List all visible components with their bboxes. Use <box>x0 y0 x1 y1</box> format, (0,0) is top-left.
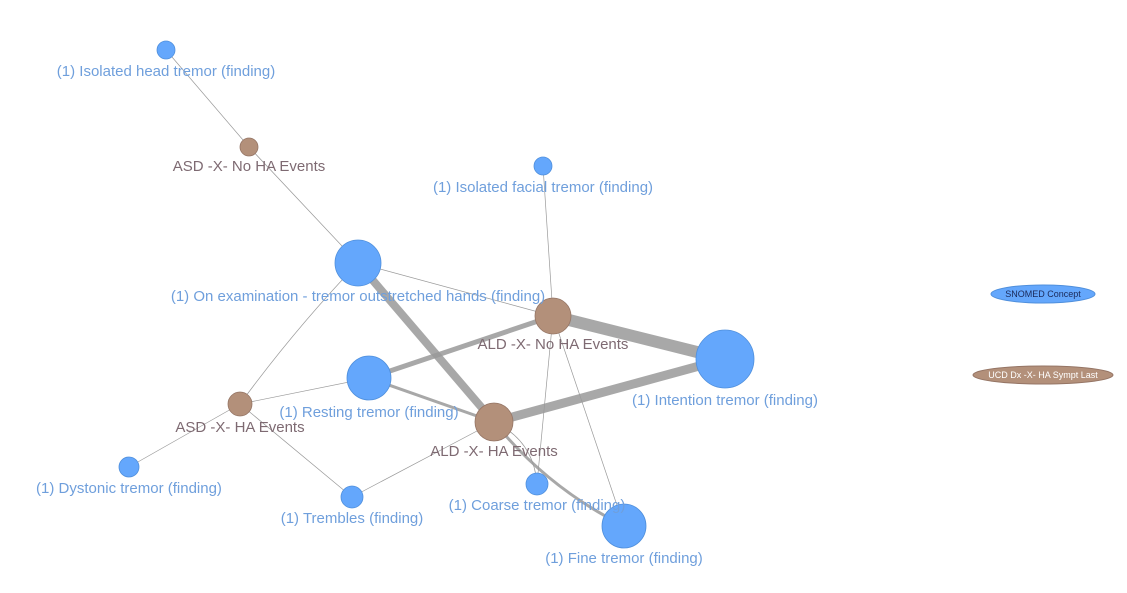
node-label-resting: (1) Resting tremor (finding) <box>279 404 458 421</box>
node-label-asd_ha: ASD -X- HA Events <box>175 419 304 436</box>
node-label-head: (1) Isolated head tremor (finding) <box>57 63 275 80</box>
edge-ald_ha-intention <box>489 354 730 427</box>
node-label-intention: (1) Intention tremor (finding) <box>632 392 818 409</box>
node-facial[interactable] <box>533 156 553 176</box>
legend-group-label: UCD Dx -X- HA Sympt Last <box>988 370 1098 380</box>
edge-ald_no-coarse <box>536 315 554 485</box>
node-ald_no[interactable] <box>534 297 572 335</box>
node-label-dystonic: (1) Dystonic tremor (finding) <box>36 480 222 497</box>
node-intention[interactable] <box>695 329 755 389</box>
node-trembles[interactable] <box>340 485 364 509</box>
edge-exam-ald_ha <box>354 259 498 426</box>
node-resting[interactable] <box>346 355 392 401</box>
labels-layer: (1) Isolated head tremor (finding) ASD -X… <box>36 63 818 567</box>
node-asd_no[interactable] <box>239 137 259 157</box>
node-asd_ha[interactable] <box>227 391 253 417</box>
legend-concept-label: SNOMED Concept <box>1005 289 1081 299</box>
node-dystonic[interactable] <box>118 456 140 478</box>
edge-head-asd_no <box>165 49 250 148</box>
nodes-layer <box>118 40 755 549</box>
legend: SNOMED Concept UCD Dx -X- HA Sympt Last <box>972 284 1114 385</box>
node-label-fine: (1) Fine tremor (finding) <box>545 550 703 567</box>
legend-item-group: UCD Dx -X- HA Sympt Last <box>972 365 1114 385</box>
node-label-ald_ha: ALD -X- HA Events <box>430 443 558 460</box>
node-label-exam: (1) On examination - tremor outstretched… <box>171 288 545 305</box>
node-fine[interactable] <box>601 503 647 549</box>
legend-item-concept: SNOMED Concept <box>990 284 1096 304</box>
node-label-facial: (1) Isolated facial tremor (finding) <box>433 179 653 196</box>
edge-asd_ha-dystonic <box>128 403 241 468</box>
node-label-ald_no: ALD -X- No HA Events <box>478 336 629 353</box>
node-head[interactable] <box>156 40 176 60</box>
edge-exam-ald_no <box>357 262 554 317</box>
node-label-trembles: (1) Trembles (finding) <box>281 510 424 527</box>
edge-asd_ha-trembles <box>239 403 353 498</box>
node-ald_ha[interactable] <box>474 402 514 442</box>
node-exam[interactable] <box>334 239 382 287</box>
legend-concept-swatch <box>990 284 1096 304</box>
legend-group-swatch <box>972 365 1114 385</box>
edge-ald_no-fine <box>552 315 625 527</box>
edge-exam-asd_ha <box>239 262 359 405</box>
node-coarse[interactable] <box>525 472 549 496</box>
node-label-coarse: (1) Coarse tremor (finding) <box>449 497 626 514</box>
node-label-asd_no: ASD -X- No HA Events <box>173 158 326 175</box>
edge-ald_no-resting <box>366 313 556 381</box>
